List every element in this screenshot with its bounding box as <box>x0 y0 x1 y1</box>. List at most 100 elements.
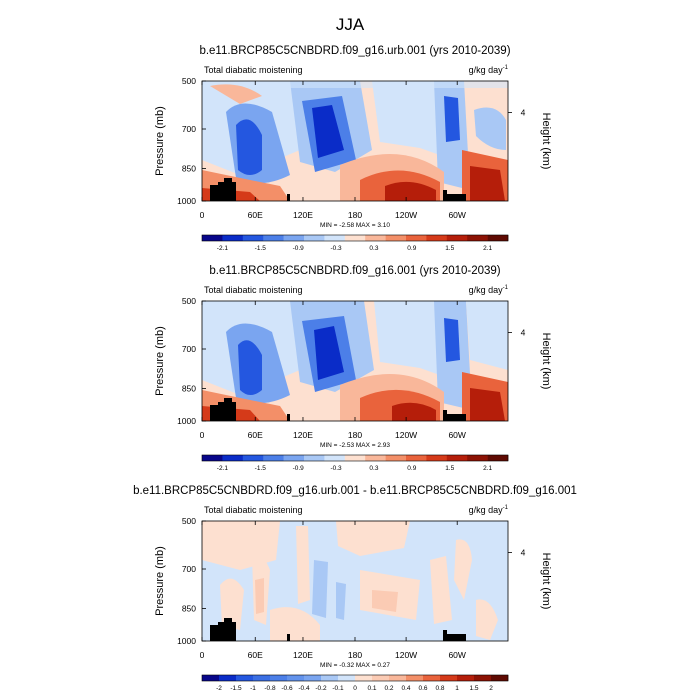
colorbar-swatch <box>321 675 339 681</box>
field-shape <box>255 578 264 614</box>
colorbar-swatch <box>389 675 407 681</box>
colorbar-swatch <box>426 235 448 241</box>
colorbar-label: 0.4 <box>401 685 410 692</box>
page-title: JJA <box>336 15 365 34</box>
x-tick-label: 180 <box>348 430 362 440</box>
field-shape <box>444 96 460 142</box>
colorbar-swatch <box>440 675 458 681</box>
field-shape <box>444 318 460 362</box>
colorbar-label: -2.1 <box>217 245 229 252</box>
panel-3: b.e11.BRCP85C5CNBDRD.f09_g16.urb.001 - b… <box>133 485 577 642</box>
colorbar-label: 2 <box>489 685 493 692</box>
colorbar-label: -1.5 <box>255 245 267 252</box>
colorbar-swatch <box>355 675 373 681</box>
colorbar-label: 0.9 <box>407 465 416 472</box>
colorbar-swatch <box>385 455 407 461</box>
colorbar-swatch <box>236 675 254 681</box>
field-shape <box>454 539 472 600</box>
y-tick-label: 850 <box>182 604 196 614</box>
colorbar-label: -0.3 <box>330 465 342 472</box>
topography <box>446 634 466 641</box>
colorbar-swatch <box>365 455 386 461</box>
field-shape <box>220 578 244 630</box>
colorbar-label: -1 <box>250 685 256 692</box>
topography <box>218 402 226 421</box>
colorbar-label: -1.5 <box>230 685 242 692</box>
y-tick-label: 700 <box>182 124 196 134</box>
x-tick-label: 120W <box>395 430 417 440</box>
colorbar-swatch <box>474 675 492 681</box>
colorbar-label: -2.1 <box>217 465 229 472</box>
topography <box>224 618 232 641</box>
panel-1-subtitle: Total diabatic moistening <box>204 65 303 75</box>
colorbar-label: 2.1 <box>483 465 492 472</box>
panel-1-units: g/kg day-1 <box>469 65 509 75</box>
x-tick-label: 120W <box>395 650 417 660</box>
colorbar-swatch <box>304 455 325 461</box>
panel-1-field <box>202 81 508 201</box>
field-shape <box>476 599 498 640</box>
colorbar-swatch <box>263 455 284 461</box>
y-tick-label: 1000 <box>177 636 196 646</box>
topography <box>210 625 220 641</box>
colorbar-swatch <box>446 235 468 241</box>
colorbar-swatch <box>202 455 223 461</box>
colorbar-label: 0.3 <box>369 245 378 252</box>
colorbar-swatch <box>344 455 366 461</box>
colorbar-swatch <box>344 235 366 241</box>
topography <box>210 405 220 421</box>
x-tick-label: 60W <box>448 210 465 220</box>
field-shape <box>385 181 436 201</box>
y-tick-label: 500 <box>182 296 196 306</box>
colorbar-label: -0.9 <box>293 245 305 252</box>
topography <box>218 622 226 641</box>
topography <box>287 414 290 421</box>
y-tick-label: 500 <box>182 76 196 86</box>
field-shape <box>372 590 398 612</box>
field-shape <box>314 326 344 380</box>
x-tick-label: 60W <box>448 430 465 440</box>
colorbar-swatch <box>385 235 407 241</box>
colorbar-label: -0.3 <box>330 245 342 252</box>
x-tick-label: 60E <box>248 650 263 660</box>
topography <box>443 190 447 201</box>
colorbar-label: 0.1 <box>367 685 376 692</box>
topography <box>224 178 232 201</box>
y-tick-label: 850 <box>182 164 196 174</box>
colorbar-swatch <box>372 675 390 681</box>
panel-3-units: g/kg day-1 <box>469 505 509 515</box>
colorbar-label: -0.9 <box>293 465 305 472</box>
colorbar-swatch <box>222 455 244 461</box>
min-max-stats: MIN = -2.53 MAX = 2.93 <box>320 442 390 449</box>
colorbar-swatch <box>287 675 305 681</box>
colorbar-label: -0.8 <box>264 685 276 692</box>
topography <box>218 182 226 201</box>
y-axis-label-right: Height (km) <box>540 113 552 170</box>
x-tick-label: 0 <box>200 430 205 440</box>
field-shape <box>374 301 448 378</box>
colorbar-swatch <box>263 235 284 241</box>
colorbar-label: 1.5 <box>445 245 454 252</box>
x-tick-label: 60E <box>248 430 263 440</box>
panel-2: b.e11.BRCP85C5CNBDRD.f09_g16.001 (yrs 20… <box>201 265 509 422</box>
colorbar-swatch <box>406 675 424 681</box>
y-axis-label: Pressure (mb) <box>154 326 166 396</box>
colorbar-swatch <box>365 235 386 241</box>
colorbar-swatch <box>242 455 264 461</box>
colorbar-swatch <box>304 235 325 241</box>
topography <box>443 410 447 421</box>
colorbar-swatch <box>270 675 288 681</box>
x-tick-label: 120W <box>395 210 417 220</box>
field-shape <box>296 526 310 604</box>
colorbar-label: 1 <box>455 685 459 692</box>
colorbar-swatch <box>487 455 509 461</box>
x-tick-label: 120E <box>293 210 313 220</box>
field-shape <box>210 84 262 104</box>
colorbar-label: 0.9 <box>407 245 416 252</box>
colorbar-swatch <box>338 675 356 681</box>
topography <box>446 414 466 421</box>
right-tick-label: 4 <box>521 107 526 117</box>
field-shape <box>430 556 452 624</box>
colorbar-swatch <box>467 455 488 461</box>
